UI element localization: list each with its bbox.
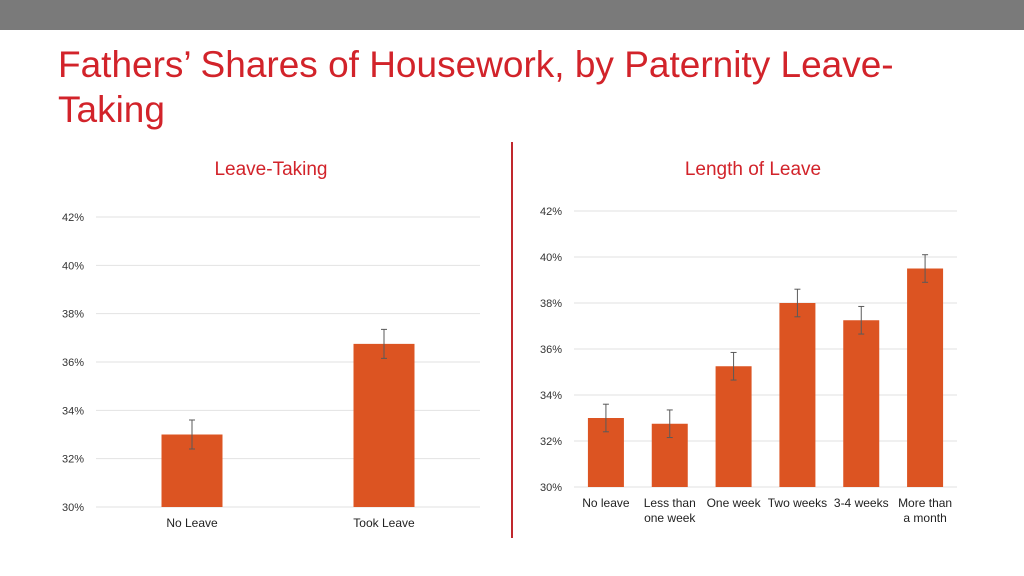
x-category-label: No Leave xyxy=(166,516,218,530)
bar xyxy=(907,268,944,487)
y-tick-label: 40% xyxy=(62,260,84,272)
y-tick-label: 40% xyxy=(540,252,562,264)
x-category-label: Two weeks xyxy=(768,496,827,510)
bar xyxy=(779,303,816,487)
y-tick-label: 42% xyxy=(540,206,562,218)
y-tick-label: 42% xyxy=(62,212,84,224)
chart-title: Length of Leave xyxy=(685,159,821,180)
y-tick-label: 36% xyxy=(540,344,562,356)
y-tick-label: 38% xyxy=(62,309,84,321)
x-category-label: Took Leave xyxy=(353,516,415,530)
leave-taking-chart: Leave-Taking 30% 32% 34% 36% 38% 40% 42% No Leav… xyxy=(62,159,480,530)
y-tick-label: 32% xyxy=(62,454,84,466)
x-category-label: More than a month xyxy=(898,496,952,525)
bar xyxy=(715,366,752,487)
y-tick-label: 36% xyxy=(62,357,84,369)
y-tick-label: 34% xyxy=(62,405,84,417)
y-tick-label: 30% xyxy=(62,502,84,514)
y-tick-label: 32% xyxy=(540,436,562,448)
top-banner xyxy=(0,0,1024,30)
x-category-label: 3-4 weeks xyxy=(834,496,889,510)
x-category-label: Less than one week xyxy=(644,496,697,525)
chart-title: Leave-Taking xyxy=(214,159,327,180)
slide-title: Fathers’ Shares of Housework, by Paterni… xyxy=(58,44,894,130)
length-of-leave-chart: Length of Leave 30% 32% 34% 36% 38% 40% 42% No l… xyxy=(540,159,957,525)
bar xyxy=(353,343,415,507)
y-tick-label: 34% xyxy=(540,390,562,402)
x-category-label: No leave xyxy=(582,496,630,510)
bar xyxy=(843,320,880,487)
panel-divider xyxy=(511,142,513,538)
x-category-label: One week xyxy=(707,496,762,510)
y-tick-label: 38% xyxy=(540,298,562,310)
y-tick-label: 30% xyxy=(540,482,562,494)
